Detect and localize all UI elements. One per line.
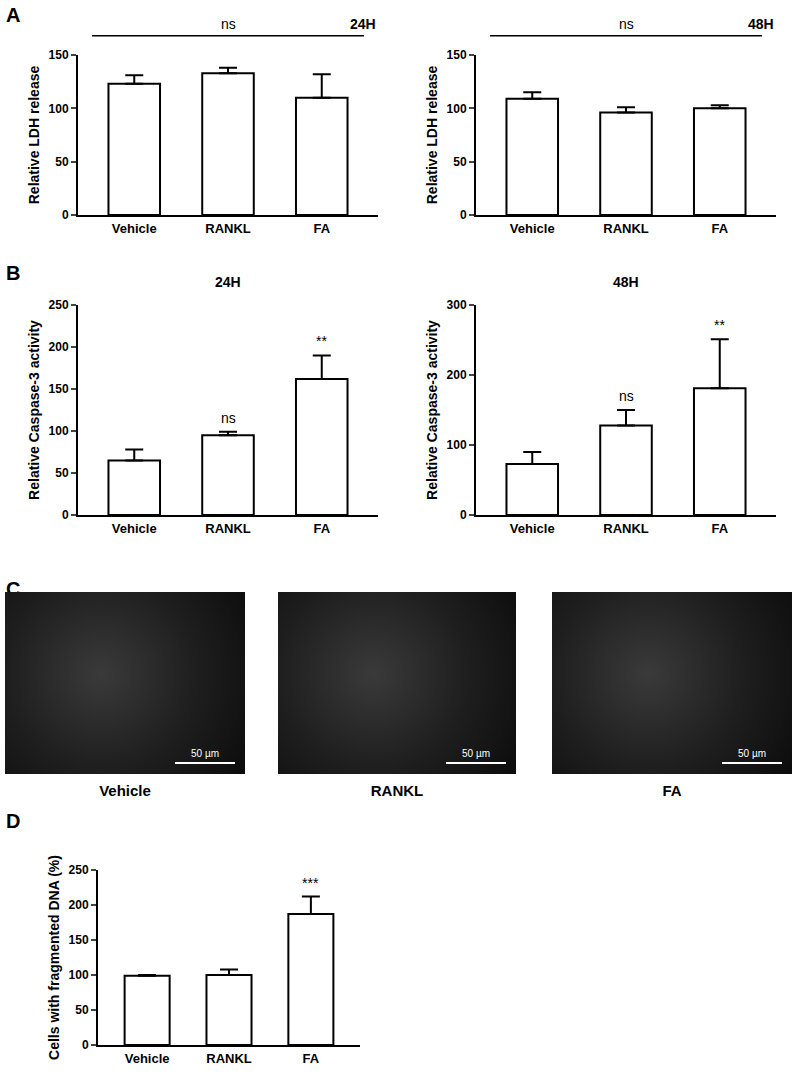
svg-text:50: 50 [75, 1003, 89, 1017]
svg-text:FA: FA [711, 221, 728, 236]
svg-text:Cells with fragmented DNA (%): Cells with fragmented DNA (%) [46, 855, 62, 1060]
svg-text:200: 200 [49, 340, 69, 354]
svg-text:FA: FA [303, 1051, 320, 1066]
svg-text:ns: ns [619, 16, 634, 32]
svg-text:Vehicle: Vehicle [112, 521, 157, 536]
svg-text:300: 300 [447, 298, 467, 312]
svg-text:50: 50 [453, 155, 467, 169]
svg-text:48H: 48H [748, 16, 774, 32]
html-text:50 µm: 50 µm [462, 748, 490, 759]
svg-text:Vehicle: Vehicle [510, 521, 555, 536]
svg-text:100: 100 [69, 968, 89, 982]
svg-text:100: 100 [447, 102, 467, 116]
svg-text:ns: ns [619, 388, 634, 404]
svg-text:250: 250 [69, 863, 89, 877]
html-text:C: C [6, 578, 21, 600]
html-text:FA: FA [662, 782, 682, 799]
svg-text:48H: 48H [613, 274, 639, 290]
svg-text:150: 150 [49, 48, 69, 62]
svg-text:150: 150 [447, 48, 467, 62]
svg-text:150: 150 [49, 382, 69, 396]
svg-text:0: 0 [460, 508, 467, 522]
svg-text:150: 150 [69, 933, 89, 947]
svg-text:0: 0 [82, 1038, 89, 1052]
svg-text:**: ** [316, 333, 327, 349]
svg-text:100: 100 [49, 102, 69, 116]
svg-text:***: *** [302, 875, 319, 891]
html-text:Vehicle: Vehicle [99, 782, 151, 799]
svg-text:Relative Caspase-3 activity: Relative Caspase-3 activity [26, 320, 42, 500]
svg-text:0: 0 [460, 208, 467, 222]
html-text:B: B [6, 262, 21, 284]
svg-text:**: ** [714, 317, 725, 333]
svg-text:50: 50 [55, 155, 69, 169]
svg-text:FA: FA [313, 521, 330, 536]
svg-text:0: 0 [62, 208, 69, 222]
svg-text:RANKL: RANKL [205, 221, 251, 236]
svg-text:24H: 24H [350, 16, 376, 32]
svg-text:250: 250 [49, 298, 69, 312]
svg-text:Relative LDH release: Relative LDH release [26, 66, 42, 205]
svg-text:24H: 24H [215, 274, 241, 290]
svg-text:Vehicle: Vehicle [510, 221, 555, 236]
svg-text:FA: FA [711, 521, 728, 536]
svg-text:100: 100 [49, 424, 69, 438]
svg-text:Vehicle: Vehicle [112, 221, 157, 236]
html-text:D: D [6, 810, 21, 832]
svg-text:RANKL: RANKL [205, 521, 251, 536]
svg-text:Relative LDH release: Relative LDH release [424, 66, 440, 205]
html-text:A: A [6, 4, 21, 26]
html-text:50 µm: 50 µm [191, 748, 219, 759]
svg-text:RANKL: RANKL [206, 1051, 252, 1066]
svg-text:RANKL: RANKL [603, 521, 649, 536]
svg-text:200: 200 [447, 368, 467, 382]
svg-text:0: 0 [62, 508, 69, 522]
svg-text:ns: ns [221, 410, 236, 426]
html-text:RANKL: RANKL [370, 782, 424, 799]
svg-text:ns: ns [221, 16, 236, 32]
html-text:50 µm: 50 µm [738, 748, 766, 759]
svg-text:FA: FA [313, 221, 330, 236]
svg-text:50: 50 [55, 466, 69, 480]
svg-text:RANKL: RANKL [603, 221, 649, 236]
svg-text:100: 100 [447, 438, 467, 452]
svg-text:Vehicle: Vehicle [125, 1051, 170, 1066]
svg-text:Relative Caspase-3 activity: Relative Caspase-3 activity [424, 320, 440, 500]
svg-text:200: 200 [69, 898, 89, 912]
